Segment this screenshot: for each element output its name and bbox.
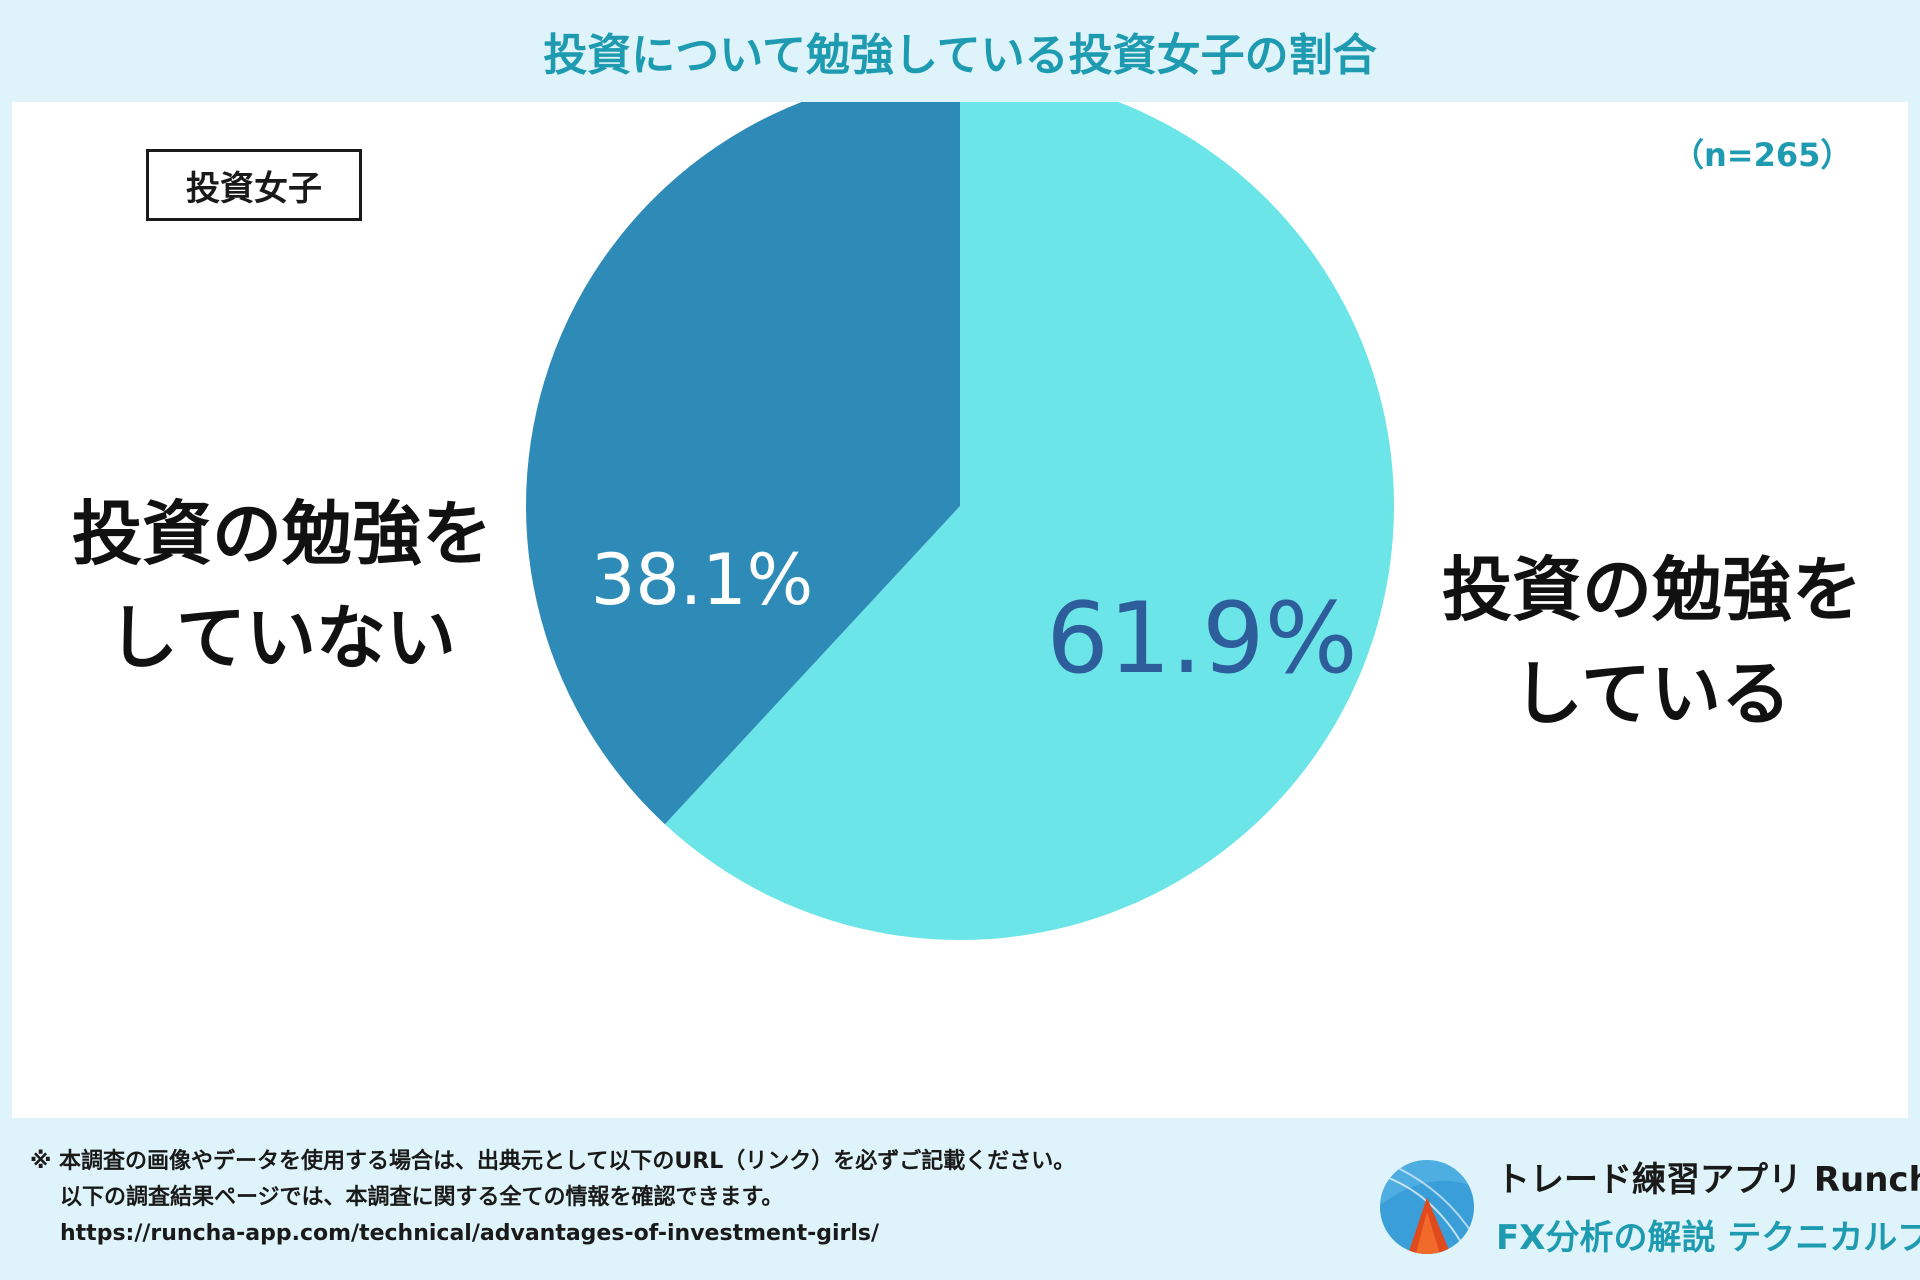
label-not-studying: 投資の勉強を していない <box>52 482 512 690</box>
chart-title: 投資について勉強している投資女子の割合 <box>543 30 1377 81</box>
footer: ※ 本調査の画像やデータを使用する場合は、出典元として以下のURL（リンク）を必… <box>0 1118 1920 1280</box>
chart-panel: 投資女子 （n=265） 61.9% 38.1% 投資の勉強を していない 投資の… <box>12 102 1908 1118</box>
pie-chart: 61.9% 38.1% <box>526 102 1394 940</box>
label-studying: 投資の勉強を している <box>1402 538 1902 746</box>
runcha-logo-icon <box>1379 1159 1475 1255</box>
usage-note-line1: ※ 本調査の画像やデータを使用する場合は、出典元として以下のURL（リンク）を必… <box>30 1149 1076 1174</box>
label-studying-line2: している <box>1513 653 1791 735</box>
pie-slice-1 <box>664 102 1394 940</box>
pie-slice-2 <box>526 102 960 825</box>
label-not-studying-line2: していない <box>108 597 456 679</box>
usage-note-line2: 以下の調査結果ページでは、本調査に関する全ての情報を確認できます。 <box>60 1185 784 1210</box>
sample-size: （n=265） <box>1672 136 1853 174</box>
brand-subtitle: FX分析の解説 テクニカルブック <box>1496 1218 1920 1258</box>
label-not-studying-line1: 投資の勉強を <box>72 493 492 575</box>
group-badge: 投資女子 <box>146 149 362 221</box>
usage-note: ※ 本調査の画像やデータを使用する場合は、出典元として以下のURL（リンク）を必… <box>30 1144 1075 1252</box>
slice-value-label-1: 61.9% <box>1046 582 1357 696</box>
brand-name: トレード練習アプリ Runcha <box>1496 1160 1920 1200</box>
slice-value-label-2: 38.1% <box>591 539 813 621</box>
label-studying-line1: 投資の勉強を <box>1442 549 1862 631</box>
source-url[interactable]: https://runcha-app.com/technical/advanta… <box>60 1221 880 1246</box>
